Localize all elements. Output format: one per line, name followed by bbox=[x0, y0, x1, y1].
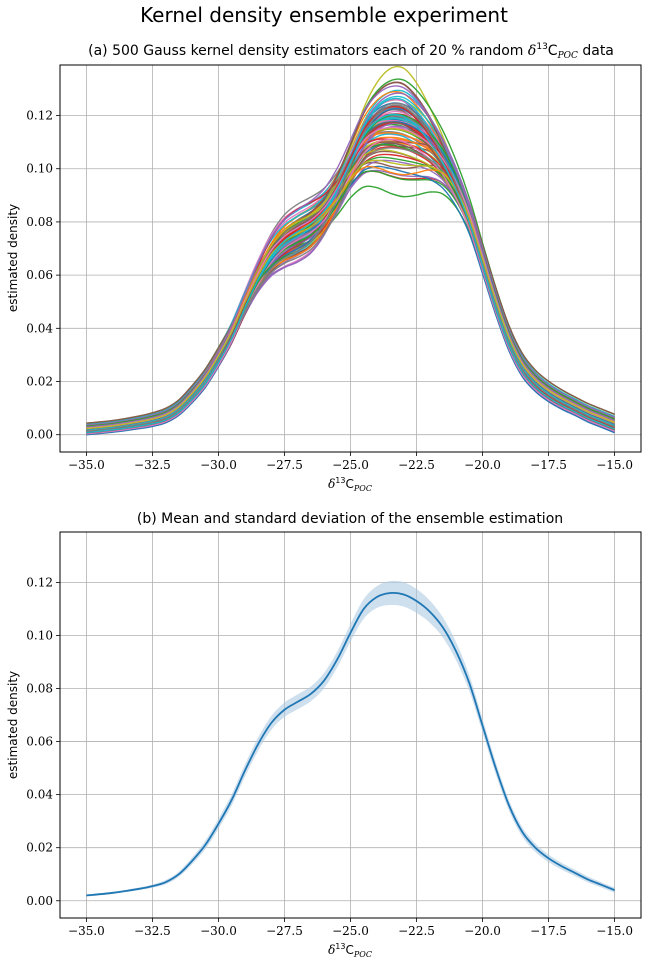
panel-b-y-axis-label: estimated density bbox=[6, 671, 20, 779]
panel-b-y-tick-label: 0.06 bbox=[26, 735, 53, 749]
panel-b-x-tick-label: −25.0 bbox=[332, 924, 369, 938]
ensemble-line bbox=[86, 138, 615, 435]
panel-a-title-c: C bbox=[548, 43, 558, 59]
panel-b-x-ticks: −35.0 −32.5 −30.0 −27.5 −25.0 −22.5 −20.0 −17.5… bbox=[68, 918, 633, 938]
panel-a-title-sup: 13 bbox=[536, 42, 547, 52]
panel-a-y-tick-label: 0.06 bbox=[26, 268, 53, 282]
ensemble-line bbox=[86, 113, 615, 434]
panel-b-xlabel-sub: POC bbox=[353, 950, 372, 959]
panel-b-x-tick-label: −15.0 bbox=[596, 924, 633, 938]
panel-a-xlabel-delta: δ bbox=[328, 477, 335, 491]
panel-a-y-tick-label: 0.12 bbox=[26, 109, 53, 123]
panel-a-y-tick-label: 0.08 bbox=[26, 215, 53, 229]
panel-a-y-tick-label: 0.10 bbox=[26, 162, 53, 176]
panel-a-x-tick-label: −27.5 bbox=[266, 458, 303, 472]
panel-a-x-ticks: −35.0 −32.5 −30.0 −27.5 −25.0 −22.5 −20.0 −17.5… bbox=[68, 452, 633, 472]
panel-a-title: (a) 500 Gauss kernel density estimators … bbox=[88, 42, 614, 61]
panel-a-title-prefix: (a) 500 Gauss kernel density estimators … bbox=[88, 43, 528, 59]
ensemble-line bbox=[86, 97, 615, 431]
panel-b-y-ticks: 0.00 0.02 0.04 0.06 0.08 0.10 0.12 bbox=[26, 575, 60, 908]
panel-b-x-tick-label: −32.5 bbox=[134, 924, 171, 938]
panel-b-y-tick-label: 0.10 bbox=[26, 628, 53, 642]
panel-a-y-ticks: 0.00 0.02 0.04 0.06 0.08 0.10 0.12 bbox=[26, 109, 60, 442]
panel-b-x-tick-label: −20.0 bbox=[464, 924, 501, 938]
ensemble-line bbox=[86, 92, 615, 426]
panel-a-x-axis-label: δ13CPOC bbox=[328, 476, 372, 493]
panel-a-y-tick-label: 0.04 bbox=[26, 321, 53, 335]
panel-b-y-tick-label: 0.00 bbox=[26, 894, 53, 908]
panel-a-ensemble: (a) 500 Gauss kernel density estimators … bbox=[6, 42, 642, 493]
panel-b-xlabel-c: C bbox=[345, 943, 353, 957]
panel-a-ensemble-lines bbox=[86, 65, 615, 436]
panel-b-y-tick-label: 0.08 bbox=[26, 682, 53, 696]
panel-b-xlabel-delta: δ bbox=[328, 943, 335, 957]
panel-a-xlabel-c: C bbox=[345, 477, 353, 491]
panel-b-x-axis-label: δ13CPOC bbox=[328, 942, 372, 959]
panel-b-y-tick-label: 0.02 bbox=[26, 841, 53, 855]
ensemble-line bbox=[86, 165, 615, 436]
panel-b-x-tick-label: −17.5 bbox=[530, 924, 567, 938]
panel-a-x-tick-label: −32.5 bbox=[134, 458, 171, 472]
panel-a-x-tick-label: −30.0 bbox=[200, 458, 237, 472]
panel-b-x-tick-label: −35.0 bbox=[68, 924, 105, 938]
panel-b-mean-std: (b) Mean and standard deviation of the e… bbox=[6, 511, 642, 959]
panel-a-x-tick-label: −35.0 bbox=[68, 458, 105, 472]
figure-title: Kernel density ensemble experiment bbox=[140, 3, 508, 27]
panel-a-y-tick-label: 0.02 bbox=[26, 375, 53, 389]
ensemble-line bbox=[86, 159, 615, 430]
panel-a-xlabel-sub: POC bbox=[353, 484, 372, 493]
panel-a-x-tick-label: −22.5 bbox=[398, 458, 435, 472]
ensemble-line bbox=[86, 141, 615, 424]
panel-a-x-tick-label: −17.5 bbox=[530, 458, 567, 472]
panel-a-y-tick-label: 0.00 bbox=[26, 428, 53, 442]
panel-b-x-tick-label: −22.5 bbox=[398, 924, 435, 938]
panel-b-std-band bbox=[86, 580, 615, 897]
panel-b-x-tick-label: −30.0 bbox=[200, 924, 237, 938]
panel-a-title-suffix: data bbox=[578, 43, 614, 59]
ensemble-line bbox=[86, 85, 615, 428]
panel-a-title-delta: δ bbox=[528, 43, 536, 59]
panel-b-mean-line bbox=[86, 591, 615, 897]
panel-b-y-tick-label: 0.04 bbox=[26, 788, 53, 802]
panel-a-xlabel-sup: 13 bbox=[335, 476, 345, 485]
panel-b-title: (b) Mean and standard deviation of the e… bbox=[137, 511, 563, 527]
panel-a-x-tick-label: −15.0 bbox=[596, 458, 633, 472]
panel-b-y-tick-label: 0.12 bbox=[26, 575, 53, 589]
panel-b-x-tick-label: −27.5 bbox=[266, 924, 303, 938]
panel-a-y-axis-label: estimated density bbox=[6, 204, 20, 312]
panel-a-x-tick-label: −20.0 bbox=[464, 458, 501, 472]
panel-b-xlabel-sup: 13 bbox=[335, 942, 345, 951]
panel-a-x-tick-label: −25.0 bbox=[332, 458, 369, 472]
ensemble-line bbox=[86, 104, 615, 432]
panel-a-title-sub: POC bbox=[557, 51, 578, 61]
